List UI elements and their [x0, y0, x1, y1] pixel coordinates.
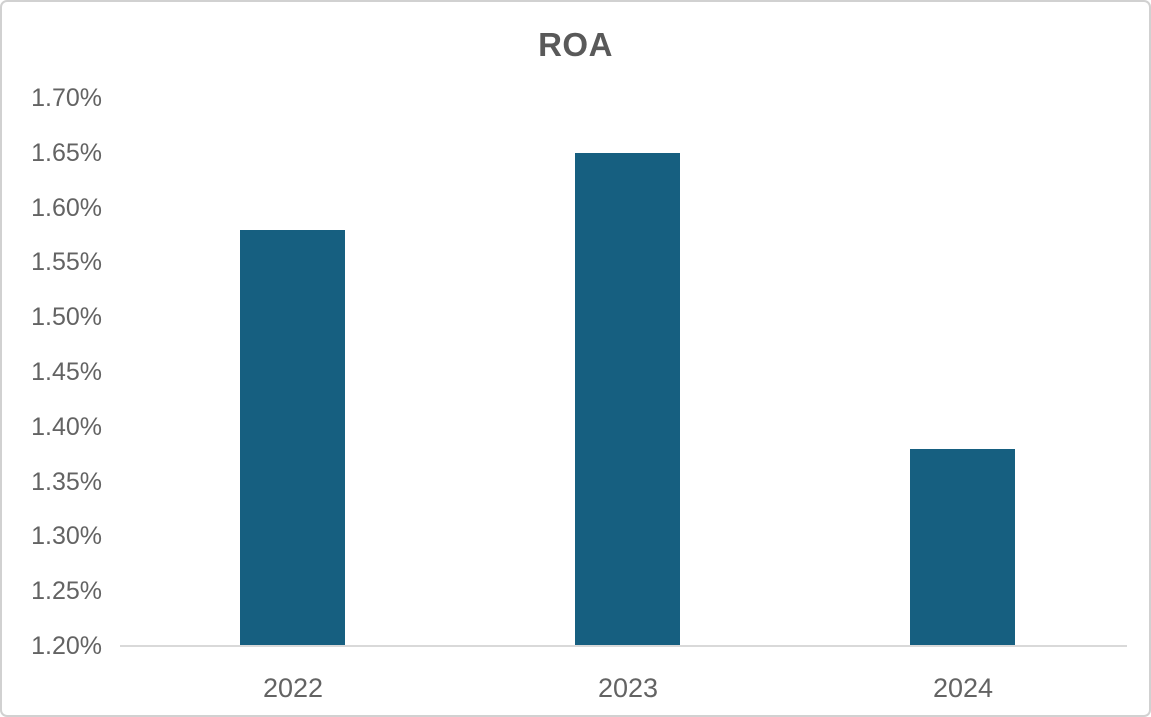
y-axis-tick-label: 1.40% [31, 413, 102, 441]
x-axis-category-label: 2022 [262, 673, 324, 703]
y-axis-tick-label: 1.65% [31, 139, 102, 167]
y-axis-tick-label: 1.55% [31, 248, 102, 276]
bar-2024 [910, 449, 1015, 646]
y-axis-tick-label: 1.45% [31, 358, 102, 386]
bar-2022 [240, 230, 345, 646]
y-axis-tick-label: 1.70% [31, 84, 102, 112]
x-axis-line [120, 645, 1127, 647]
y-axis-tick-label: 1.20% [31, 632, 102, 660]
y-axis-tick-label: 1.50% [31, 303, 102, 331]
y-axis-tick-label: 1.35% [31, 468, 102, 496]
y-axis-tick-label: 1.30% [31, 522, 102, 550]
y-axis-tick-label: 1.60% [31, 194, 102, 222]
x-axis-category-label: 2024 [932, 673, 994, 703]
bar-2023 [575, 153, 680, 646]
chart-title: ROA [538, 26, 613, 63]
x-axis-category-label: 2023 [597, 673, 659, 703]
y-axis-tick-label: 1.25% [31, 577, 102, 605]
